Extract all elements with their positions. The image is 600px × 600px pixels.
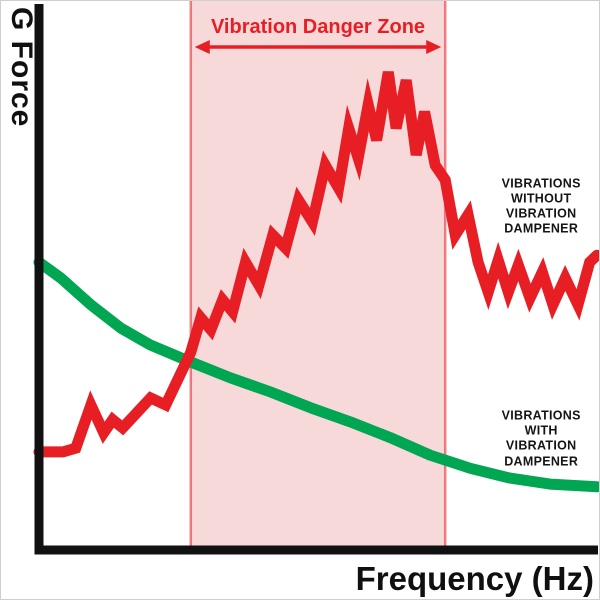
arrow-right-head	[426, 40, 442, 54]
annotation-line: VIBRATIONS	[501, 176, 581, 191]
annotation-line: VIBRATIONS	[501, 408, 581, 423]
x-axis-label: Frequency (Hz)	[355, 560, 594, 597]
annotation-without-dampener: VIBRATIONS WITHOUT VIBRATION DAMPENER	[502, 176, 581, 237]
annotation-line: WITHOUT	[510, 191, 572, 206]
danger-zone-title: Vibration Danger Zone	[211, 16, 425, 38]
annotation-line: DAMPENER	[504, 454, 579, 469]
annotation-with-dampener: VIBRATIONS WITH VIBRATION DAMPENER	[502, 408, 581, 469]
annotation-line: VIBRATION	[505, 206, 577, 221]
annotation-line: WITH	[524, 423, 558, 438]
annotation-line: DAMPENER	[504, 221, 579, 236]
danger-zone-arrow	[194, 40, 442, 54]
annotation-line: VIBRATION	[505, 438, 577, 453]
series-with-dampener-line	[33, 256, 599, 493]
series-without-dampener-line	[33, 71, 599, 458]
y-axis-label: G Force	[5, 7, 38, 128]
arrow-left-head	[194, 40, 210, 54]
axes	[34, 4, 598, 555]
